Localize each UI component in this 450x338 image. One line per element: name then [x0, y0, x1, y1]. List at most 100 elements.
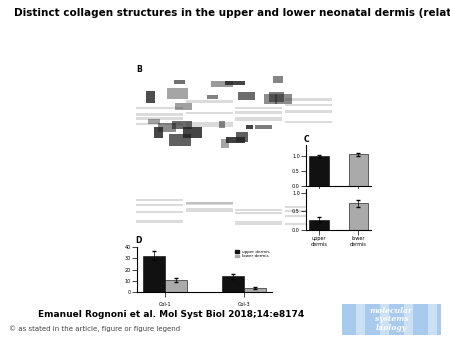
Bar	[186, 100, 233, 102]
Bar	[136, 204, 183, 206]
Circle shape	[319, 46, 331, 58]
Bar	[136, 199, 183, 201]
Bar	[285, 210, 332, 212]
Bar	[235, 119, 282, 121]
Text: Distinct collagen structures in the upper and lower neonatal dermis (related to : Distinct collagen structures in the uppe…	[14, 8, 450, 19]
Bar	[186, 125, 233, 127]
Bar	[144, 256, 166, 292]
Bar	[166, 280, 188, 292]
Bar	[136, 211, 183, 213]
Bar	[274, 94, 292, 104]
Circle shape	[298, 167, 306, 175]
Polygon shape	[292, 304, 332, 335]
Bar	[186, 202, 233, 204]
Polygon shape	[316, 304, 356, 335]
Bar	[186, 202, 233, 205]
Polygon shape	[341, 304, 380, 335]
Bar	[285, 223, 332, 225]
Circle shape	[266, 165, 271, 170]
Circle shape	[193, 63, 202, 72]
Bar	[348, 203, 368, 230]
Bar	[235, 111, 282, 114]
Bar	[136, 117, 183, 120]
Bar	[264, 94, 277, 104]
Circle shape	[198, 157, 204, 163]
Bar	[226, 137, 245, 143]
Text: A: A	[136, 30, 142, 39]
Bar	[176, 103, 192, 111]
Bar	[273, 75, 284, 82]
Circle shape	[306, 58, 311, 63]
Polygon shape	[364, 304, 404, 335]
Legend: upper dermis, lower dermis: upper dermis, lower dermis	[234, 249, 270, 259]
Bar	[171, 121, 192, 129]
Bar	[285, 111, 332, 113]
Bar	[136, 114, 183, 116]
Bar	[136, 220, 183, 223]
Text: systems: systems	[375, 315, 408, 323]
Polygon shape	[413, 304, 450, 335]
Bar	[244, 288, 266, 292]
Bar	[235, 107, 282, 110]
Bar	[183, 127, 202, 138]
Bar	[238, 92, 256, 100]
Bar	[167, 88, 188, 99]
Circle shape	[149, 46, 161, 58]
Bar	[186, 208, 233, 210]
Bar	[285, 98, 332, 101]
Circle shape	[251, 63, 261, 73]
Text: C: C	[304, 135, 310, 144]
Circle shape	[138, 49, 148, 59]
Circle shape	[297, 150, 307, 161]
Bar	[256, 125, 271, 129]
Circle shape	[241, 64, 249, 72]
Bar	[309, 219, 329, 230]
Bar	[221, 139, 229, 148]
Circle shape	[288, 147, 299, 158]
Bar	[169, 135, 191, 146]
Bar	[207, 95, 217, 99]
Circle shape	[214, 164, 228, 178]
Circle shape	[171, 146, 181, 156]
Bar	[158, 123, 176, 132]
Bar	[146, 91, 155, 103]
Text: B: B	[136, 65, 142, 74]
Text: © as stated in the article, figure or figure legend: © as stated in the article, figure or fi…	[9, 325, 180, 332]
Circle shape	[265, 150, 276, 162]
Text: D: D	[135, 236, 141, 245]
Text: Emanuel Rognoni et al. Mol Syst Biol 2018;14:e8174: Emanuel Rognoni et al. Mol Syst Biol 201…	[38, 310, 304, 319]
Bar	[236, 131, 248, 142]
Bar	[285, 206, 332, 208]
Bar	[219, 121, 225, 128]
Polygon shape	[389, 304, 428, 335]
Circle shape	[139, 161, 147, 169]
Bar	[235, 209, 282, 212]
Circle shape	[310, 68, 315, 73]
Bar	[186, 210, 233, 212]
Bar	[136, 123, 183, 125]
Circle shape	[197, 149, 205, 157]
Circle shape	[265, 167, 273, 175]
Circle shape	[219, 66, 225, 73]
Bar	[175, 80, 185, 84]
Bar	[225, 81, 245, 85]
Bar	[348, 154, 368, 186]
Bar	[186, 112, 233, 114]
Bar	[269, 92, 284, 102]
Circle shape	[210, 67, 224, 81]
Bar	[309, 156, 329, 186]
Circle shape	[160, 68, 166, 74]
Text: biology: biology	[376, 324, 407, 332]
Bar	[246, 125, 253, 129]
Bar	[235, 223, 282, 225]
Bar	[285, 121, 332, 123]
Bar	[285, 104, 332, 106]
Polygon shape	[437, 304, 450, 335]
Bar	[235, 221, 282, 223]
Bar	[186, 122, 233, 125]
Circle shape	[254, 53, 261, 59]
Bar	[222, 276, 244, 292]
Bar	[212, 81, 233, 87]
Bar	[235, 117, 282, 119]
Text: molecular: molecular	[370, 307, 413, 315]
